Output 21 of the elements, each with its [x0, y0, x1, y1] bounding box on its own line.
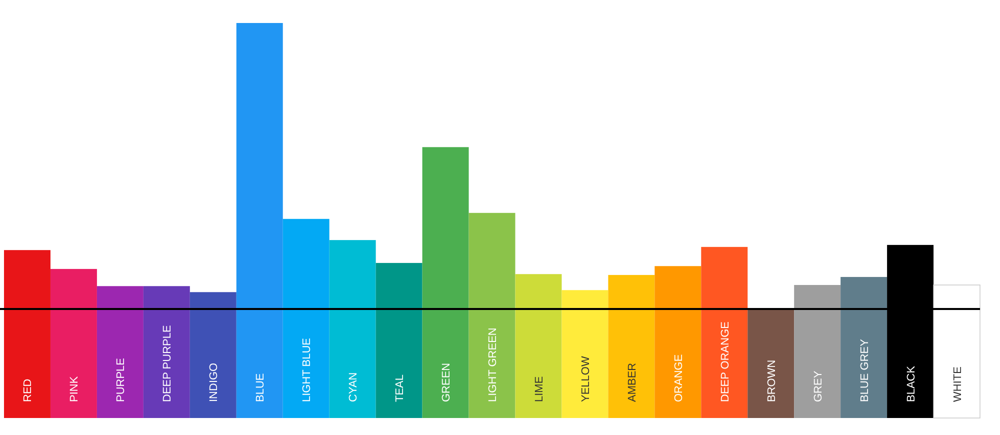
x-tick-label: LIGHT GREEN [487, 328, 499, 402]
x-tick-label: YELLOW [580, 356, 592, 402]
x-tick-label: GREEN [440, 362, 453, 402]
x-tick-label: LIGHT BLUE [301, 338, 314, 402]
x-tick-label: DEEP ORANGE [719, 322, 732, 402]
x-tick-label: TEAL [394, 374, 406, 402]
x-tick-label: INDIGO [208, 362, 220, 402]
x-tick-label: ORANGE [672, 354, 685, 402]
x-tick-label: BROWN [766, 360, 778, 402]
x-tick-label: PINK [68, 376, 81, 402]
x-tick-label: PURPLE [115, 358, 128, 402]
x-tick-label: RED [22, 378, 34, 402]
x-tick-label: CYAN [348, 372, 360, 402]
x-tick-label: DEEP PURPLE [162, 325, 174, 402]
x-tick-label: LIME [533, 376, 546, 402]
x-tick-label: BLUE GREY [858, 338, 871, 402]
x-tick-label: GREY [812, 370, 824, 402]
x-tick-label: WHITE [952, 366, 964, 402]
x-tick-label: BLACK [905, 365, 918, 402]
x-tick-label: AMBER [626, 362, 638, 402]
x-tick-label: BLUE [254, 373, 267, 402]
